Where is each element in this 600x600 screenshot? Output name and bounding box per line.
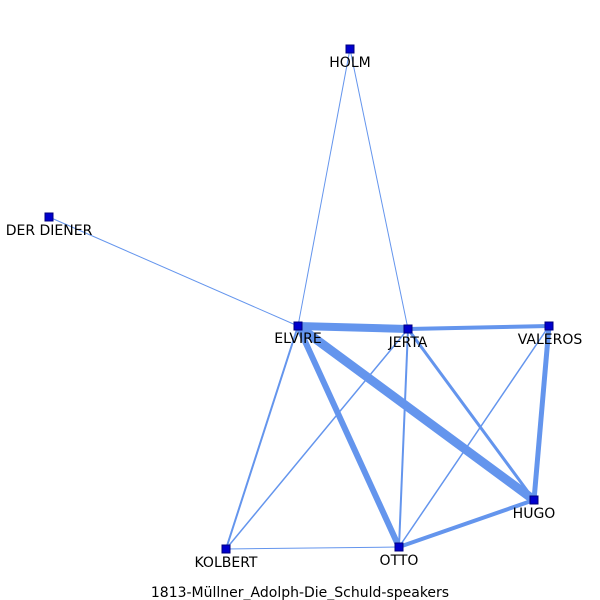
edge-valeros-otto (398, 325, 550, 548)
edge-elvire-hugo (295, 322, 537, 504)
edge-jerta-valeros (407, 324, 550, 331)
node-label-der-diener: DER DIENER (6, 223, 93, 239)
node-valeros (544, 321, 554, 331)
node-label-jerta: JERTA (388, 335, 428, 351)
node-otto (394, 542, 404, 552)
node-der-diener (44, 212, 54, 222)
node-label-kolbert: KOLBERT (195, 555, 258, 571)
edge-elvire-jerta (297, 322, 409, 333)
edge-layer (48, 48, 552, 550)
edge-kolbert-otto (225, 546, 400, 550)
edge-holm-elvire (297, 48, 351, 327)
node-hugo (529, 495, 539, 505)
edge-jerta-kolbert (225, 328, 409, 550)
edge-valeros-hugo (531, 325, 552, 501)
graph-title: 1813-Müllner_Adolph-Die_Schuld-speakers (151, 585, 449, 600)
label-layer: HOLM DER DIENER ELVIRE JERTA VALEROS HUGO KOLB… (6, 55, 583, 571)
edge-elvire-otto (295, 324, 402, 549)
node-label-elvire: ELVIRE (274, 331, 321, 347)
node-layer (44, 44, 554, 554)
edge-hugo-otto (398, 498, 535, 549)
node-elvire (293, 321, 303, 331)
node-jerta (403, 324, 413, 334)
edge-jerta-hugo (406, 328, 536, 501)
node-holm (345, 44, 355, 54)
node-label-otto: OTTO (380, 553, 419, 569)
node-label-hugo: HUGO (513, 506, 556, 522)
node-label-valeros: VALEROS (518, 332, 583, 348)
edge-elvire-kolbert (225, 325, 299, 550)
node-label-holm: HOLM (329, 55, 370, 71)
edge-der-diener-elvire (48, 216, 299, 327)
node-kolbert (221, 544, 231, 554)
edge-holm-jerta (349, 48, 409, 330)
edge-jerta-otto (398, 328, 409, 548)
